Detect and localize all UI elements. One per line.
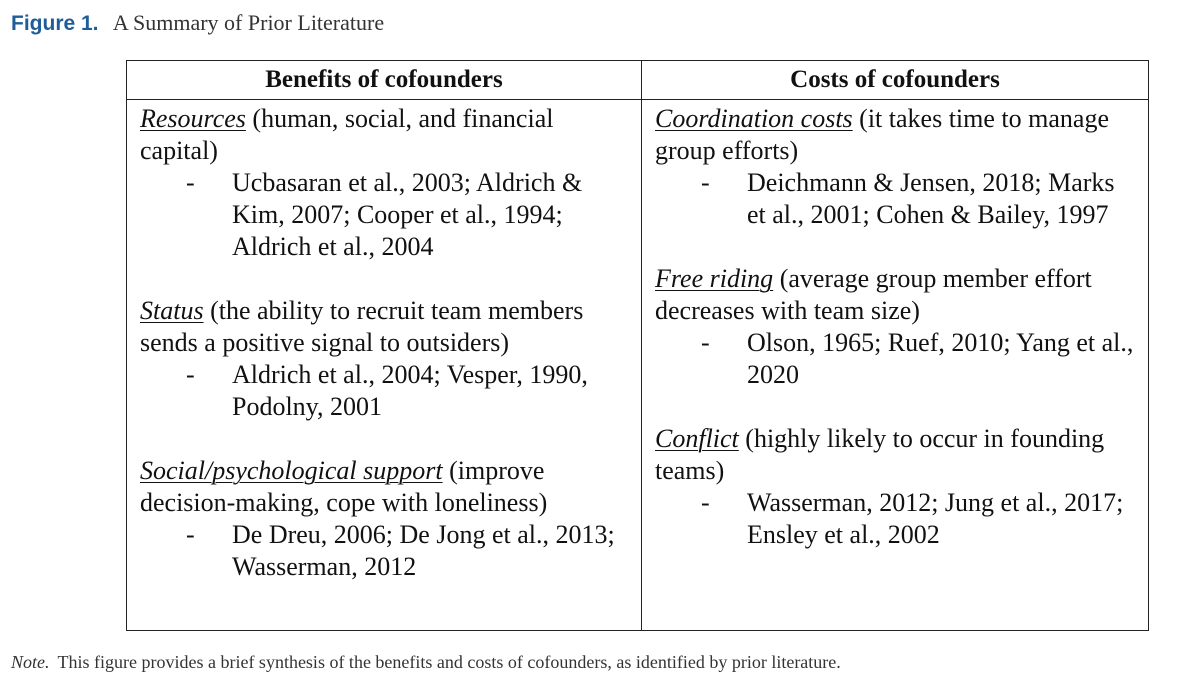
entry-term: Status [140,296,204,325]
cost-entry-conflict: Conflict (highly likely to occur in foun… [655,423,1138,551]
entry-heading: Free riding (average group member effort… [655,263,1138,327]
literature-summary-table: Benefits of cofounders Costs of cofounde… [126,60,1149,631]
list-dash: - [701,168,710,197]
entry-heading: Status (the ability to recruit team memb… [140,295,631,359]
entry-references: - Deichmann & Jensen, 2018; Marks et al.,… [655,167,1138,231]
benefit-entry-support: Social/psychological support (improve de… [140,455,631,583]
costs-column: Coordination costs (it takes time to man… [641,99,1149,631]
cost-entry-coordination: Coordination costs (it takes time to man… [655,103,1138,231]
entry-references: - De Dreu, 2006; De Jong et al., 2013; Wa… [140,519,631,583]
entry-term: Free riding [655,264,774,293]
entry-term: Coordination costs [655,104,853,133]
benefits-column: Resources (human, social, and financial … [126,99,642,631]
entry-heading: Social/psychological support (improve de… [140,455,631,519]
entry-heading: Resources (human, social, and financial … [140,103,631,167]
entry-references: - Ucbasaran et al., 2003; Aldrich & Kim, … [140,167,631,263]
entry-references: - Aldrich et al., 2004; Vesper, 1990, Pod… [140,359,631,423]
table-body-row: Resources (human, social, and financial … [126,99,1149,631]
references-text: Aldrich et al., 2004; Vesper, 1990, Podo… [232,360,588,421]
list-dash: - [701,328,710,357]
entry-term: Resources [140,104,246,133]
figure-label: Figure 1. [11,12,99,35]
header-benefits: Benefits of cofounders [126,60,642,100]
table-header-row: Benefits of cofounders Costs of cofounde… [126,60,1149,100]
list-dash: - [186,520,195,549]
entry-references: - Wasserman, 2012; Jung et al., 2017; Ens… [655,487,1138,551]
entry-heading: Coordination costs (it takes time to man… [655,103,1138,167]
list-dash: - [186,360,195,389]
references-text: Olson, 1965; Ruef, 2010; Yang et al., 20… [747,328,1134,389]
list-dash: - [701,488,710,517]
entry-description: (it takes time to manage group efforts) [655,104,1109,165]
references-text: Ucbasaran et al., 2003; Aldrich & Kim, 2… [232,168,583,261]
header-costs: Costs of cofounders [641,60,1149,100]
cost-entry-free-riding: Free riding (average group member effort… [655,263,1138,391]
figure-caption: Figure 1. A Summary of Prior Literature [11,9,384,38]
note-text: This figure provides a brief synthesis o… [57,652,841,672]
entry-term: Conflict [655,424,739,453]
entry-references: - Olson, 1965; Ruef, 2010; Yang et al., 2… [655,327,1138,391]
entry-term: Social/psychological support [140,456,443,485]
benefit-entry-resources: Resources (human, social, and financial … [140,103,631,263]
list-dash: - [186,168,195,197]
note-label: Note. [11,652,50,672]
entry-description: (the ability to recruit team members sen… [140,296,584,357]
benefit-entry-status: Status (the ability to recruit team memb… [140,295,631,423]
references-text: De Dreu, 2006; De Jong et al., 2013; Was… [232,520,615,581]
entry-description: (highly likely to occur in founding team… [655,424,1105,485]
entry-description: (average group member effort decreases w… [655,264,1092,325]
figure-title: A Summary of Prior Literature [112,10,385,35]
references-text: Wasserman, 2012; Jung et al., 2017; Ensl… [747,488,1124,549]
entry-heading: Conflict (highly likely to occur in foun… [655,423,1138,487]
entry-description: (human, social, and financial capital) [140,104,554,165]
figure-note: Note. This figure provides a brief synthe… [11,652,841,673]
references-text: Deichmann & Jensen, 2018; Marks et al., … [747,168,1115,229]
entry-description: (improve decision-making, cope with lone… [140,456,548,517]
